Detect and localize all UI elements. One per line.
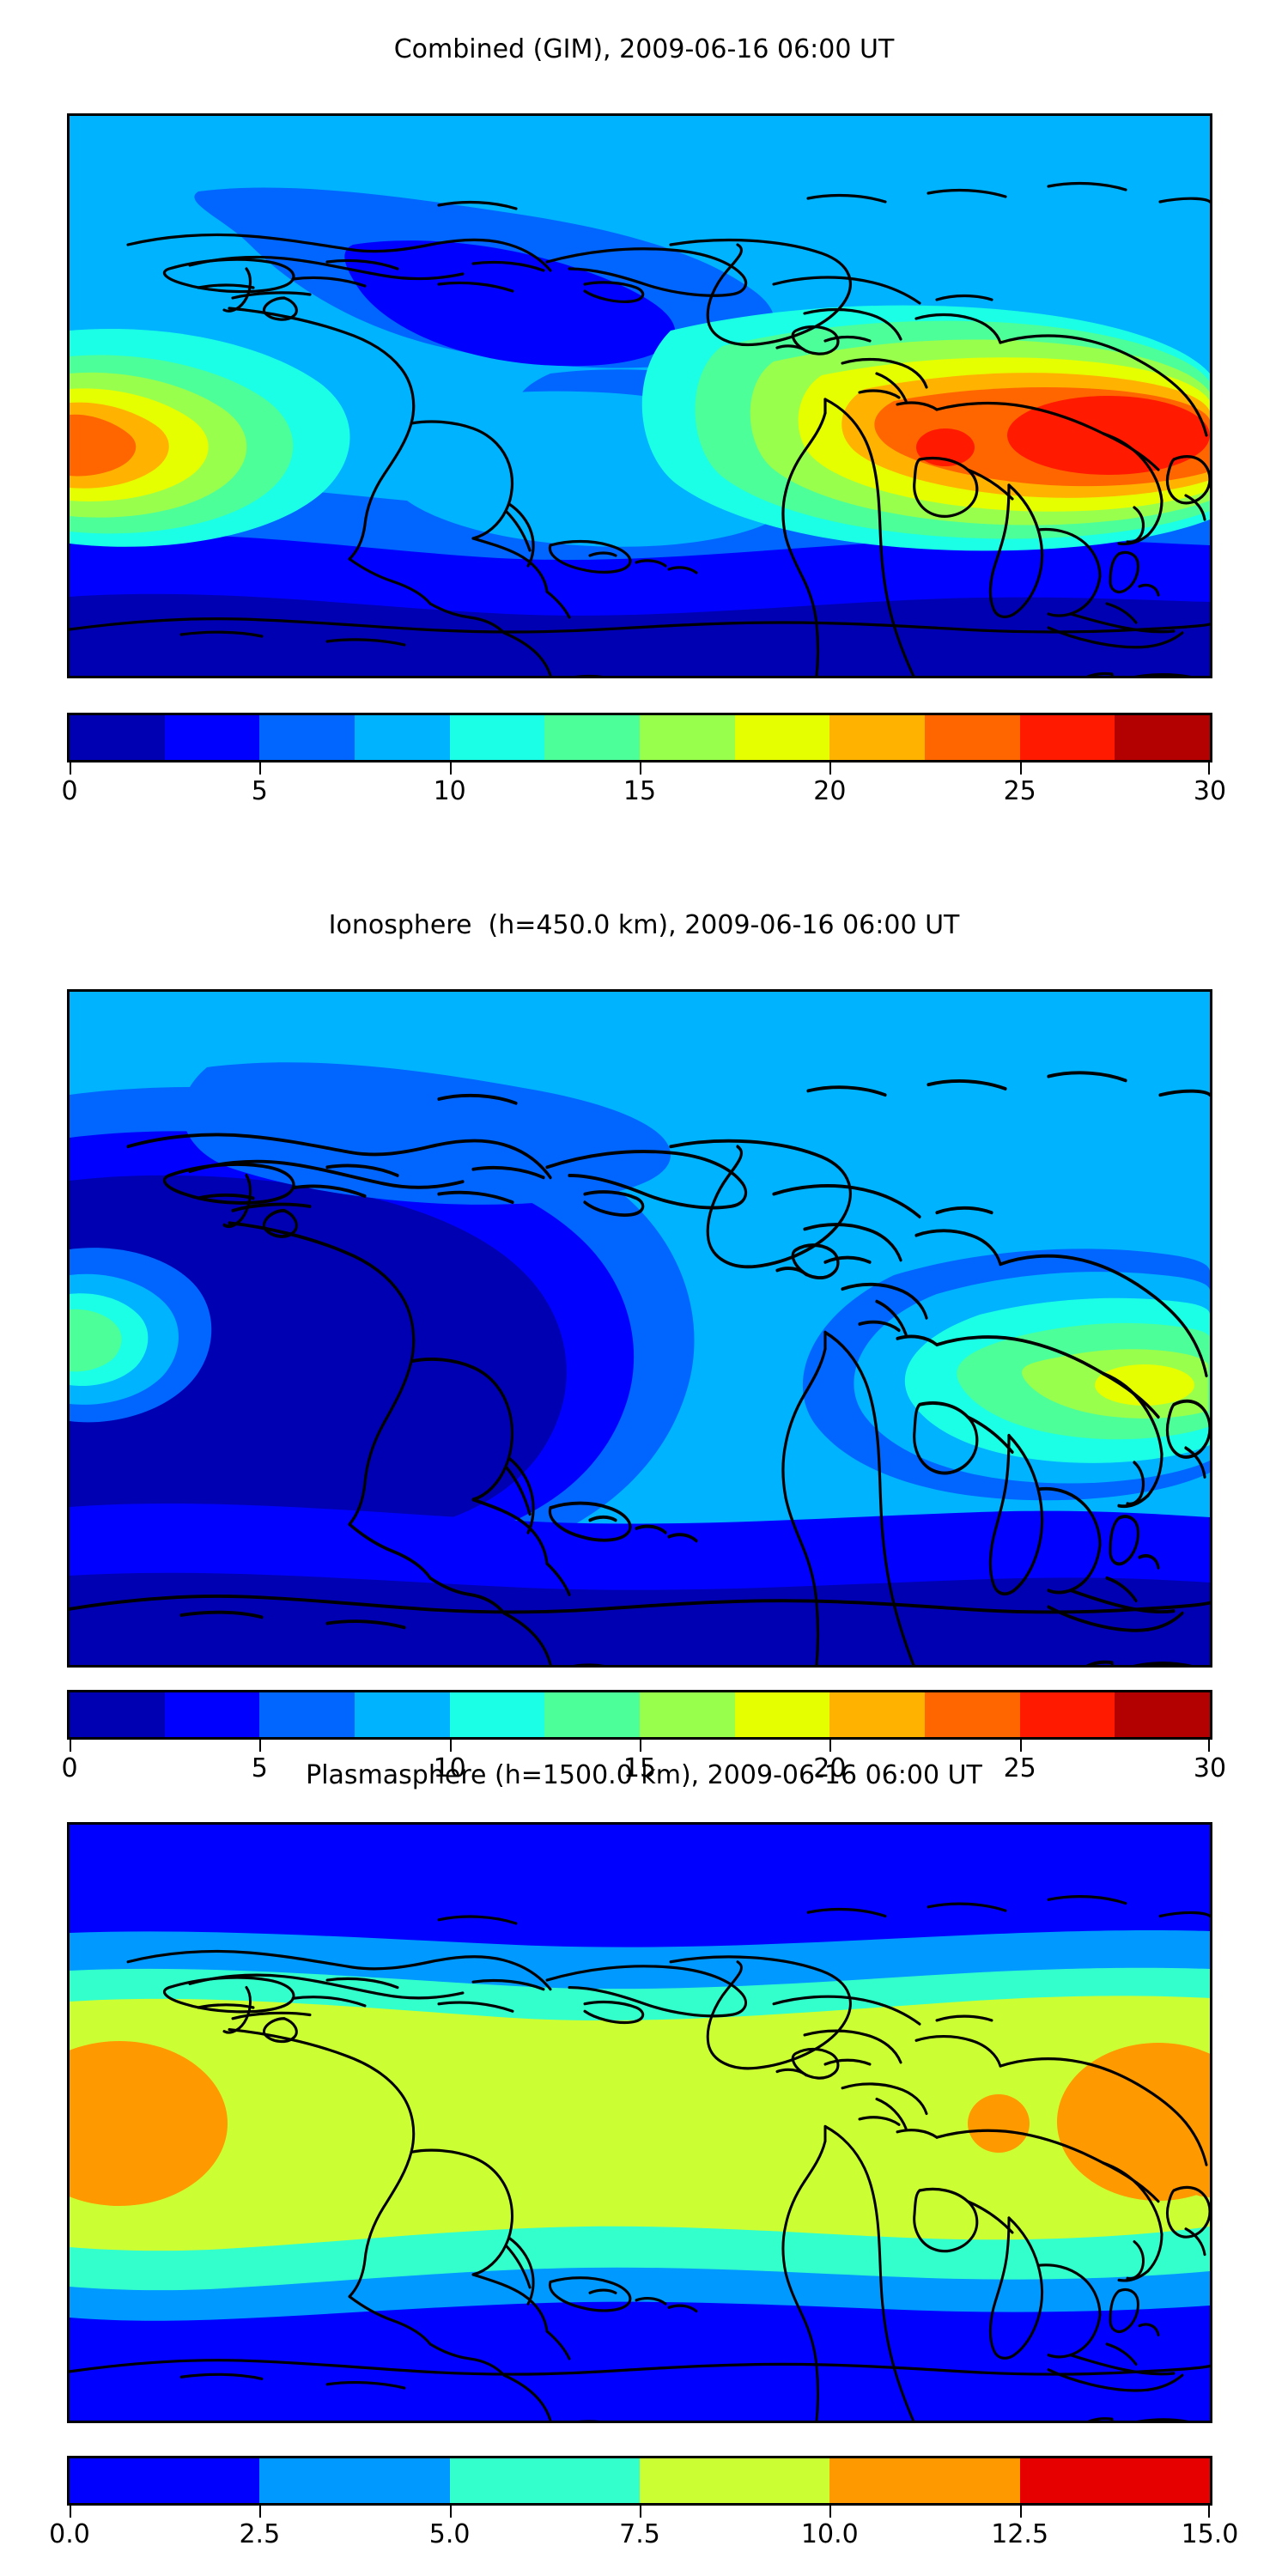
colorbar-tick-label: 2.5 [239,2519,281,2549]
colorbar-labels-combined-gim: 0 5 10 15 20 25 30 [61,776,1226,811]
colorbar-segment [1115,715,1210,760]
colorbar-segment [829,1692,926,1737]
colorbar-tick [640,762,641,775]
colorbar-tick-label: 10 [433,776,466,806]
colorbar-tick [1019,2506,1022,2518]
colorbar-ticks-combined-gim [67,762,1212,776]
colorbar-tick-label: 0 [61,776,78,806]
colorbar-tick-label: 12.5 [991,2519,1049,2549]
colorbar-plasmasphere: 0.0 2.5 5.0 7.5 10.0 12.5 15.0 [49,2456,1238,2554]
colorbar-tick [449,1740,452,1752]
map-combined-gim [67,113,1212,678]
colorbar-tick-label: 0.0 [49,2519,90,2549]
colorbar-segment [544,1692,641,1737]
colorbar-segment [164,1692,260,1737]
colorbar-segment [829,715,926,760]
colorbar-segment [829,2458,1020,2503]
colorbar-segment [1019,2458,1210,2503]
colorbar-segment [70,715,165,760]
colorbar-segment [355,1692,450,1737]
panel-title-ionosphere: Ionosphere (h=450.0 km), 2009-06-16 06:0… [328,910,960,940]
colorbar-segment [544,715,641,760]
colorbar-tick-label: 0 [61,1753,78,1783]
colorbar-tick [1208,2506,1210,2518]
map-canvas-combined-gim [70,116,1210,676]
colorbar-segment [734,715,830,760]
colorbar-tick-label: 25 [1003,776,1036,806]
colorbar-labels-plasmasphere: 0.0 2.5 5.0 7.5 10.0 12.5 15.0 [49,2519,1238,2554]
colorbar-tick-label: 5.0 [428,2519,471,2549]
colorbar-combined-gim: 0 5 10 15 20 25 30 [61,713,1226,811]
colorbar-segment [259,2458,450,2503]
colorbar-segment [449,1692,545,1737]
colorbar-tick-label: 15 [623,776,657,806]
colorbar-tick [1208,762,1210,775]
colorbar-segment [355,715,450,760]
colorbar-tick [829,2506,832,2518]
map-canvas-plasmasphere [70,1825,1210,2421]
colorbar-tick [829,762,832,775]
colorbar-tick-label: 25 [1003,1753,1036,1783]
colorbar-segment [925,715,1020,760]
colorbar-tick [640,2506,641,2518]
colorbar-segment [1115,1692,1210,1737]
map-ionosphere [67,989,1212,1668]
colorbar-segment [925,1692,1020,1737]
colorbar-tick [1208,1740,1210,1752]
colorbar-tick [449,762,452,775]
colorbar-tick-label: 5 [251,1753,268,1783]
map-plasmasphere [67,1822,1212,2423]
colorbar-ticks-ionosphere [67,1740,1212,1753]
panel-title-plasmasphere: Plasmasphere (h=1500.0 km), 2009-06-16 0… [306,1760,982,1790]
colorbar-tick-label: 10 [433,1753,466,1783]
colorbar-strip-plasmasphere [67,2456,1212,2506]
colorbar-tick-label: 20 [813,1753,847,1783]
colorbar-segment [640,1692,735,1737]
colorbar-tick [259,2506,262,2518]
colorbar-ionosphere: 0 5 10 15 20 25 30 [61,1690,1226,1788]
colorbar-tick-label: 15.0 [1181,2519,1239,2549]
colorbar-segment [70,1692,165,1737]
colorbar-tick [1019,762,1022,775]
colorbar-segment [164,715,260,760]
panel-title-combined-gim: Combined (GIM), 2009-06-16 06:00 UT [393,34,895,64]
colorbar-tick [70,1740,71,1752]
colorbar-tick [640,1740,641,1752]
colorbar-tick-label: 7.5 [619,2519,660,2549]
colorbar-tick [70,2506,71,2518]
colorbar-tick [70,762,71,775]
colorbar-segment [70,2458,260,2503]
colorbar-ticks-plasmasphere [67,2506,1212,2519]
map-canvas-ionosphere [70,992,1210,1665]
colorbar-tick [829,1740,832,1752]
colorbar-segment [259,715,355,760]
colorbar-tick-label: 15 [623,1753,657,1783]
colorbar-segment [734,1692,830,1737]
colorbar-tick-label: 20 [813,776,847,806]
colorbar-strip-combined-gim [67,713,1212,762]
colorbar-segment [449,2458,640,2503]
colorbar-tick [259,1740,262,1752]
colorbar-segment [1019,715,1115,760]
colorbar-labels-ionosphere: 0 5 10 15 20 25 30 [61,1753,1226,1788]
colorbar-strip-ionosphere [67,1690,1212,1740]
colorbar-segment [640,715,735,760]
colorbar-segment [259,1692,355,1737]
colorbar-segment [1019,1692,1115,1737]
colorbar-tick-label: 30 [1193,776,1227,806]
colorbar-segment [449,715,545,760]
colorbar-tick-label: 5 [251,776,268,806]
colorbar-tick-label: 10.0 [800,2519,859,2549]
colorbar-segment [639,2458,830,2503]
colorbar-tick [259,762,262,775]
colorbar-tick [1019,1740,1022,1752]
colorbar-tick-label: 30 [1193,1753,1227,1783]
colorbar-tick [449,2506,452,2518]
